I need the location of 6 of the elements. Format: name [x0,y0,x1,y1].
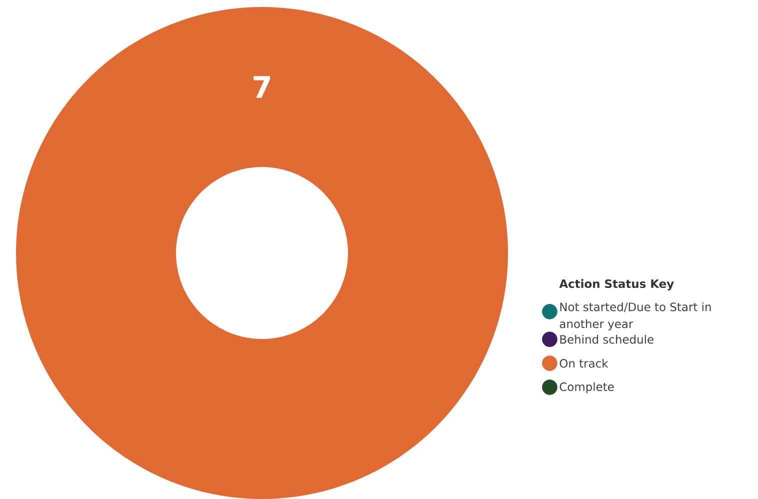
data-label: 7 [254,76,270,98]
legend-label: Not started/Due to Start in another year [560,302,711,330]
legend-title: Action Status Key [559,279,674,290]
legend-label: Complete [560,382,614,394]
legend-label: On track [560,358,608,368]
legend-label: Behind schedule [560,334,654,344]
